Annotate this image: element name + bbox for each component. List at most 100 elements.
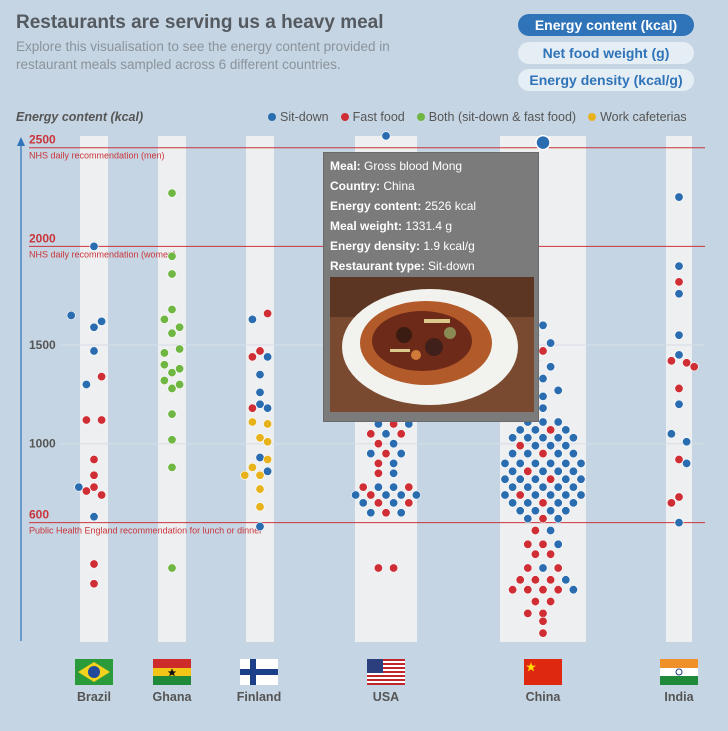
data-point: [553, 539, 563, 549]
data-point: [568, 585, 578, 595]
data-point: [553, 466, 563, 476]
data-point: [538, 391, 548, 401]
data-point: [97, 415, 107, 425]
country-label-india: India: [664, 690, 694, 704]
data-point: [508, 498, 518, 508]
data-point: [500, 474, 510, 484]
data-point: [255, 399, 265, 409]
data-point: [351, 490, 361, 500]
data-point: [389, 482, 399, 492]
tooltip-country-label: Country:: [330, 179, 380, 193]
data-point: [546, 338, 556, 348]
legend-item-both[interactable]: Both (sit-down & fast food): [416, 110, 577, 124]
data-point: [500, 490, 510, 500]
data-point: [373, 458, 383, 468]
data-point: [255, 522, 265, 532]
data-point: [530, 458, 540, 468]
data-point: [546, 526, 556, 536]
data-point: [81, 415, 91, 425]
data-point: [381, 429, 391, 439]
toggle-energy-content[interactable]: Energy content (kcal): [518, 14, 694, 36]
legend-item-sit-down[interactable]: Sit-down: [268, 110, 329, 124]
data-point: [167, 269, 177, 279]
data-point: [553, 433, 563, 443]
data-point: [561, 474, 571, 484]
country-label-china: China: [525, 690, 561, 704]
country-label-usa: USA: [372, 690, 400, 704]
data-point: [247, 462, 257, 472]
data-point: [674, 289, 684, 299]
data-point: [389, 498, 399, 508]
fast-food-dot-icon: [340, 113, 349, 121]
data-point: [175, 322, 185, 332]
data-point: [561, 425, 571, 435]
meal-tooltip: Meal: Gross blood Mong Country: China En…: [323, 152, 539, 422]
data-point: [553, 449, 563, 459]
data-point: [175, 364, 185, 374]
data-point: [538, 563, 548, 573]
country-label-brazil: Brazil: [76, 690, 112, 704]
data-point: [546, 575, 556, 585]
data-point: [255, 502, 265, 512]
data-point: [538, 585, 548, 595]
data-point: [561, 458, 571, 468]
tooltip-density-label: Energy density:: [330, 239, 421, 253]
data-point: [263, 403, 273, 413]
data-point: [167, 462, 177, 472]
tooltip-type: Sit-down: [428, 259, 475, 273]
data-point: [97, 490, 107, 500]
legend-label: Fast food: [352, 110, 405, 124]
data-point: [682, 458, 692, 468]
data-point: [674, 192, 684, 202]
data-point: [568, 433, 578, 443]
data-point: [508, 449, 518, 459]
data-point: [247, 352, 257, 362]
data-point: [381, 131, 391, 141]
data-point: [89, 322, 99, 332]
data-point: [411, 490, 421, 500]
legend-label: Both (sit-down & fast food): [428, 110, 577, 124]
data-point: [389, 468, 399, 478]
data-point: [167, 305, 177, 315]
data-point: [530, 549, 540, 559]
legend-item-work-cafeterias[interactable]: Work cafeterias: [588, 110, 687, 124]
data-point: [508, 433, 518, 443]
data-point: [523, 449, 533, 459]
legend-item-fast-food[interactable]: Fast food: [340, 110, 405, 124]
data-point: [404, 498, 414, 508]
data-point: [366, 449, 376, 459]
data-point: [530, 490, 540, 500]
data-point: [358, 498, 368, 508]
data-point: [538, 433, 548, 443]
data-point: [538, 346, 548, 356]
data-point: [255, 470, 265, 480]
data-point: [538, 616, 548, 626]
y-axis-arrow-icon: [17, 137, 25, 146]
photo-caption: Gross blood Mong: [414, 295, 463, 301]
data-point: [538, 466, 548, 476]
data-point: [89, 454, 99, 464]
data-point: [530, 441, 540, 451]
highlighted-data-point: [535, 134, 551, 151]
data-point: [674, 454, 684, 464]
data-point: [530, 575, 540, 585]
data-point: [553, 585, 563, 595]
data-point: [674, 350, 684, 360]
data-point: [159, 314, 169, 324]
data-point: [366, 490, 376, 500]
data-point: [538, 539, 548, 549]
china-flag-icon: [524, 659, 562, 685]
data-point: [366, 429, 376, 439]
data-point: [366, 508, 376, 518]
tooltip-energy-label: Energy content:: [330, 199, 422, 213]
data-point: [674, 383, 684, 393]
data-point: [538, 374, 548, 384]
data-point: [89, 559, 99, 569]
data-point: [515, 458, 525, 468]
data-point: [515, 506, 525, 516]
data-point: [381, 449, 391, 459]
data-point: [167, 383, 177, 393]
toggle-energy-density[interactable]: Energy density (kcal/g): [518, 69, 694, 91]
toggle-net-food-weight[interactable]: Net food weight (g): [518, 42, 694, 64]
data-point: [89, 482, 99, 492]
